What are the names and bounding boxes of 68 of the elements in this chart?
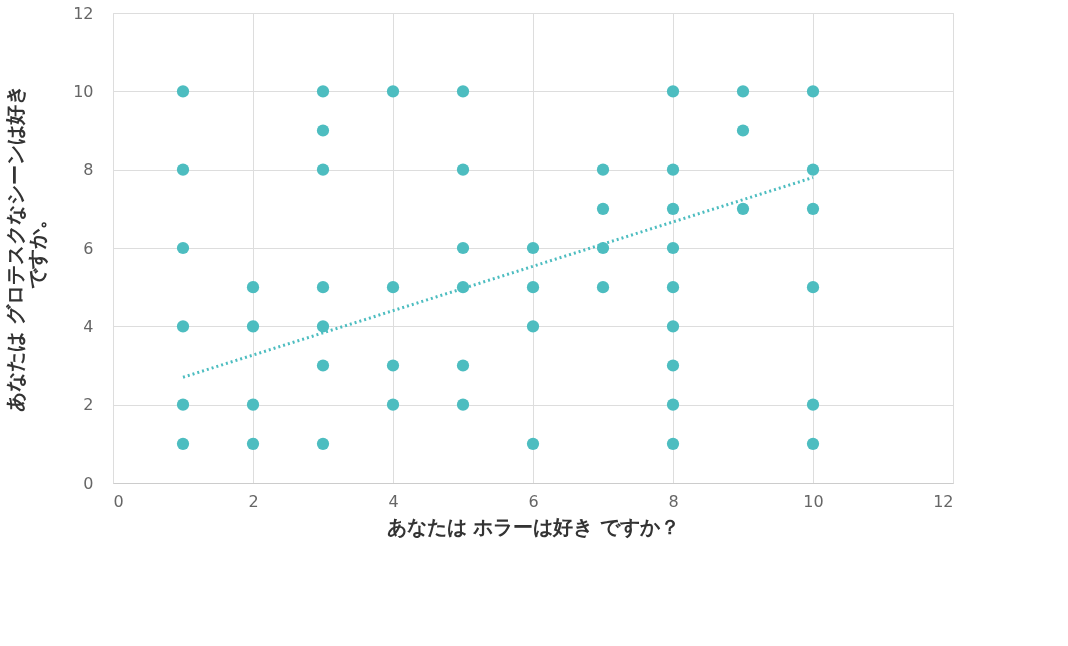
point	[666, 241, 680, 255]
y-tick-label: 0	[83, 473, 94, 493]
y-tick-label: 10	[73, 81, 94, 101]
point	[176, 320, 190, 333]
point	[806, 437, 820, 450]
x-tick-label: 4	[388, 491, 399, 511]
point	[246, 398, 260, 411]
point	[316, 163, 330, 176]
y-tick-label: 2	[83, 395, 94, 415]
y-tick-label: 12	[73, 3, 94, 23]
point	[316, 124, 330, 137]
point	[386, 398, 400, 411]
point	[456, 359, 470, 372]
point	[666, 320, 680, 333]
point	[666, 85, 680, 98]
point	[316, 320, 330, 333]
point	[316, 359, 330, 372]
point	[806, 85, 820, 98]
point	[596, 163, 610, 176]
point	[526, 281, 540, 294]
x-tick-label: 12	[933, 491, 954, 511]
x-tick-label: 2	[248, 491, 259, 511]
point	[456, 241, 470, 255]
point	[316, 85, 330, 98]
point	[736, 202, 750, 215]
point	[456, 163, 470, 176]
x-tick-label: 0	[113, 491, 124, 511]
point	[666, 281, 680, 294]
point	[806, 163, 820, 176]
point	[456, 85, 470, 98]
point	[666, 437, 680, 450]
point	[736, 85, 750, 98]
x-tick-label: 10	[803, 491, 824, 511]
point	[806, 281, 820, 294]
point	[316, 281, 330, 294]
point	[596, 202, 610, 215]
point	[666, 359, 680, 372]
point	[246, 437, 260, 450]
point	[526, 320, 540, 333]
point	[806, 202, 820, 215]
x-axis-title: あなたは ホラーは好き ですか？	[386, 514, 681, 539]
point	[526, 437, 540, 450]
point	[316, 437, 330, 450]
point	[666, 398, 680, 411]
point	[596, 241, 610, 255]
point	[176, 398, 190, 411]
x-tick-label: 8	[668, 491, 679, 511]
point	[386, 85, 400, 98]
point	[386, 281, 400, 294]
x-tick-label: 6	[528, 491, 539, 511]
point	[246, 320, 260, 333]
point	[596, 281, 610, 294]
point	[666, 202, 680, 215]
point	[456, 398, 470, 411]
y-axis-title: あなたは グロテスクなシーンは好きですか。	[3, 85, 50, 412]
point	[526, 241, 540, 255]
point	[736, 124, 750, 137]
point	[176, 437, 190, 450]
y-tick-label: 6	[83, 238, 94, 258]
point	[246, 281, 260, 294]
point	[666, 163, 680, 176]
point	[386, 359, 400, 372]
point	[176, 241, 190, 255]
point	[806, 398, 820, 411]
point	[176, 85, 190, 98]
point	[176, 163, 190, 176]
y-tick-label: 4	[83, 316, 94, 336]
y-tick-label: 8	[83, 160, 94, 180]
